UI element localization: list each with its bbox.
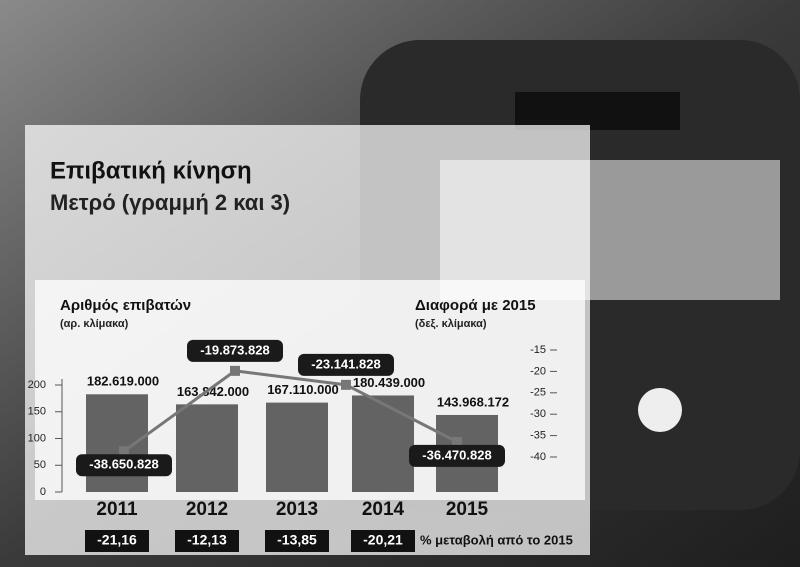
x-tick-label: 2014 — [362, 499, 405, 520]
bar-value-label: 182.619.000 — [87, 374, 159, 389]
y-tick-label: 0 — [40, 486, 46, 498]
change-box — [265, 530, 329, 552]
bar-value-label: 167.110.000 — [267, 382, 339, 397]
line-value-label: -38.650.828 — [89, 457, 158, 472]
y-axis-note: (αρ. κλίμακα) — [60, 318, 129, 330]
value-label-box — [298, 353, 394, 376]
metro-logo — [638, 388, 682, 432]
train-sign — [515, 92, 680, 130]
y-tick-label: 100 — [28, 432, 46, 444]
y-tick-label: 150 — [28, 406, 46, 418]
y-tick-label: 200 — [28, 379, 46, 391]
bar-value-label: 163.842.000 — [177, 384, 249, 399]
change-label: -13,85 — [277, 532, 317, 548]
x-tick-label: 2015 — [446, 499, 489, 520]
line — [123, 369, 458, 453]
chart-title: Επιβατική κίνηση — [50, 157, 252, 184]
bar-value-label: 180.439.000 — [353, 375, 425, 390]
y2-tick-label: -35 — [530, 430, 546, 442]
change-box — [85, 530, 149, 552]
y2-tick-label: -20 — [530, 365, 546, 377]
line-point — [341, 379, 351, 390]
x-tick-label: 2012 — [186, 499, 228, 520]
line-value-label: -23.141.828 — [311, 356, 380, 371]
change-label: -12,13 — [187, 532, 227, 548]
x-tick-label: 2011 — [96, 499, 138, 520]
change-label: -21,16 — [97, 532, 137, 548]
bar — [176, 404, 238, 492]
chart-subtitle: Μετρό (γραμμή 2 και 3) — [50, 190, 290, 215]
change-box — [351, 530, 415, 552]
bar-value-label: 143.968.172 — [437, 394, 509, 409]
bar — [86, 394, 148, 492]
y2-tick-label: -25 — [530, 387, 546, 399]
y-tick-label: 50 — [34, 459, 46, 471]
bar — [352, 395, 414, 492]
line-point — [119, 446, 129, 457]
change-box — [175, 530, 239, 552]
y-axis-label: Αριθμός επιβατών — [60, 297, 191, 314]
y2-axis-label: Διαφορά με 2015 — [415, 297, 536, 314]
y2-tick-label: -30 — [530, 408, 546, 420]
line-point — [230, 365, 240, 376]
y2-axis-note: (δεξ. κλίμακα) — [415, 318, 487, 330]
line-value-label: -19.873.828 — [200, 342, 269, 357]
value-label-box — [409, 444, 505, 467]
change-label: -20,21 — [363, 532, 403, 548]
value-label-box — [76, 454, 172, 477]
changes-label: % μεταβολή από το 2015 — [420, 532, 573, 547]
value-label-box — [187, 339, 283, 362]
line-value-label: -36.470.828 — [422, 447, 491, 462]
y2-tick-label: -40 — [530, 451, 546, 463]
line-point — [452, 436, 462, 447]
x-tick-label: 2013 — [276, 499, 318, 520]
y2-tick-label: -15 — [530, 344, 546, 356]
bar — [266, 402, 328, 492]
